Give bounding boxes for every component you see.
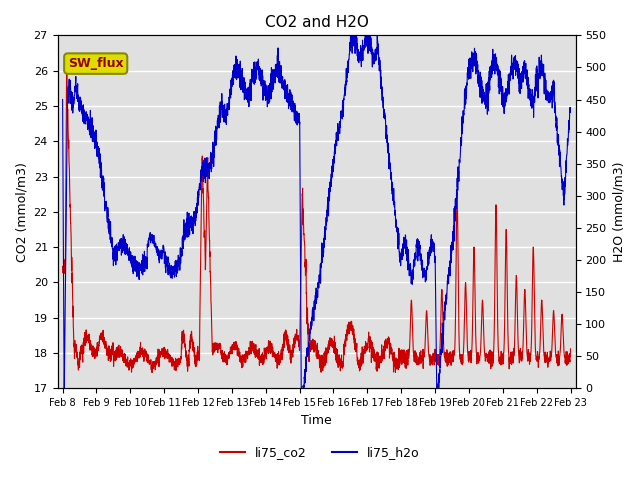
li75_h2o [557,164,564,170]
li75_h2o [347,33,355,38]
li75_h2o [147,236,155,241]
li75_co2 [254,355,262,361]
li75_co2 [117,349,125,355]
li75_h2o [59,96,67,102]
li75_co2 [502,227,510,232]
Title: CO2 and H2O: CO2 and H2O [264,15,369,30]
Line: li75_h2o: li75_h2o [63,36,570,388]
li75_co2 [148,370,156,375]
Y-axis label: H2O (mmol/m3): H2O (mmol/m3) [612,162,625,262]
Legend: li75_co2, li75_h2o: li75_co2, li75_h2o [215,441,425,464]
li75_co2 [63,53,70,59]
li75_co2 [59,270,67,276]
li75_co2 [557,335,564,341]
li75_h2o [60,385,68,391]
li75_h2o [276,59,284,64]
X-axis label: Time: Time [301,414,332,427]
li75_h2o [502,96,510,101]
li75_h2o [253,63,261,69]
li75_h2o [566,105,574,111]
Text: SW_flux: SW_flux [68,57,124,70]
li75_h2o [117,239,125,244]
Line: li75_co2: li75_co2 [63,56,570,372]
li75_co2 [276,352,284,358]
li75_co2 [147,357,155,362]
li75_co2 [566,346,574,352]
Y-axis label: CO2 (mmol/m3): CO2 (mmol/m3) [15,162,28,262]
